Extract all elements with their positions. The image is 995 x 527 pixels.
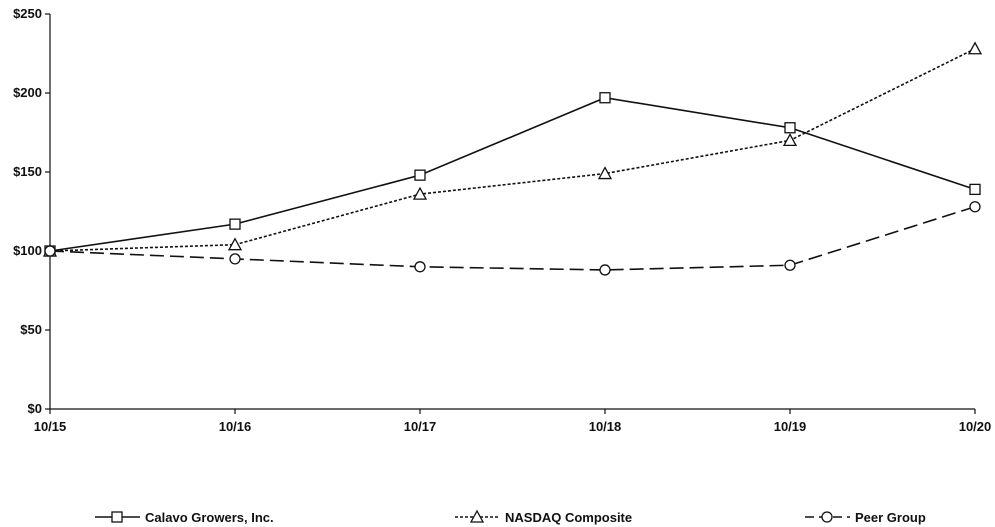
data-point: [599, 92, 611, 104]
legend-marker: [111, 511, 123, 523]
y-tick-label: $250: [13, 6, 42, 21]
series-calavo-growers-inc: [44, 92, 981, 257]
legend-label: NASDAQ Composite: [505, 510, 632, 525]
chart-axes: [49, 14, 975, 410]
series-line: [49, 205, 976, 271]
y-tick-label: $100: [13, 243, 42, 258]
x-tick-label: 10/16: [219, 419, 252, 434]
data-point: [597, 166, 613, 180]
x-tick-label: 10/17: [404, 419, 437, 434]
data-point: [967, 41, 983, 55]
x-tick-label: 10/15: [34, 419, 67, 434]
x-tick-label: 10/19: [774, 419, 807, 434]
y-tick-label: $0: [28, 401, 42, 416]
series-peer-group: [44, 201, 981, 276]
data-point: [229, 218, 241, 230]
legend-label: Peer Group: [855, 510, 926, 525]
data-point: [969, 201, 981, 213]
series-line: [49, 96, 976, 252]
x-ticks: 10/15 10/16 10/17 10/18 10/19 10/20: [34, 409, 992, 434]
data-point: [599, 264, 611, 276]
legend-marker: [821, 511, 833, 523]
y-tick-label: $50: [20, 322, 42, 337]
x-tick-label: 10/20: [959, 419, 992, 434]
data-point: [782, 133, 798, 147]
data-point: [44, 245, 56, 257]
legend-label: Calavo Growers, Inc.: [145, 510, 274, 525]
series-layer: [42, 41, 983, 276]
series-nasdaq-composite: [42, 41, 983, 257]
data-point: [414, 261, 426, 273]
legend: Calavo Growers, Inc. NASDAQ Composite Peer…: [95, 509, 926, 525]
data-point: [414, 169, 426, 181]
data-point: [784, 259, 796, 271]
legend-item-peer-group: Peer Group: [805, 510, 926, 525]
data-point: [969, 183, 981, 196]
y-tick-label: $150: [13, 164, 42, 179]
legend-item-nasdaq-composite: NASDAQ Composite: [455, 509, 632, 525]
y-ticks: $0 $50 $100 $150 $200 $250: [13, 6, 50, 416]
y-tick-label: $200: [13, 85, 42, 100]
legend-item-calavo-growers-inc: Calavo Growers, Inc.: [95, 510, 274, 525]
data-point: [412, 186, 428, 200]
series-line: [49, 48, 976, 252]
data-point: [227, 237, 243, 251]
legend-marker: [469, 509, 485, 523]
data-point: [229, 253, 241, 265]
data-point: [784, 122, 796, 134]
x-tick-label: 10/18: [589, 419, 622, 434]
